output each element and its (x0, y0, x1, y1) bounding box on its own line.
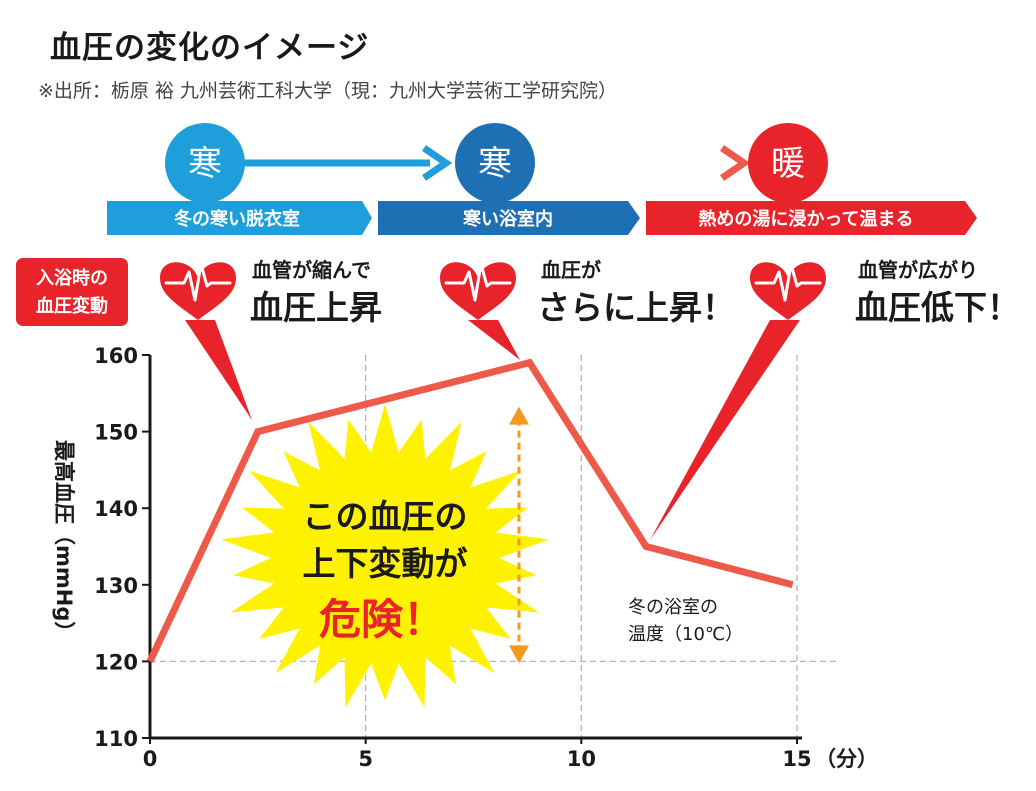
y-tick-label-160: 160 (94, 344, 138, 368)
side-label-line1: 入浴時の (36, 268, 108, 289)
y-tick-label-110: 110 (94, 727, 138, 751)
stage-circle-3: 暖 (748, 123, 828, 203)
y-tick-label-150: 150 (94, 421, 138, 445)
source-note: ※出所：栃原 裕 九州芸術工科大学（現：九州大学芸術工学研究院） (38, 80, 618, 102)
heart-icon-3 (748, 260, 828, 322)
stage-3-label: 熱めの湯に浸かって温まる (698, 208, 913, 230)
x-tick-label-15: 15 (782, 747, 811, 771)
annotation-2-line2: さらに上昇！ (537, 288, 735, 327)
annotation-3-line1: 血管が広がり (858, 258, 978, 282)
stage-band-1: 冬の寒い脱衣室 (107, 201, 372, 235)
y-tick-label-130: 130 (94, 574, 138, 598)
stage-arrow-2 (535, 145, 751, 181)
note-line1: 冬の浴室の (628, 597, 718, 618)
annotation-3-line2: 血圧低下！ (855, 288, 1020, 327)
variation-arrow-head-top (509, 406, 529, 425)
heart-pointers (185, 320, 800, 540)
annotation-1-line1: 血管が縮んで (252, 258, 371, 282)
stage-band-2: 寒い浴室内 (378, 201, 640, 235)
note-line2: 温度（10℃） (628, 624, 743, 645)
danger-burst: この血圧の 上下変動が 危険！ (221, 404, 549, 708)
y-tick-label-140: 140 (94, 497, 138, 521)
stage-circle-2: 寒 (455, 123, 535, 203)
y-tick-label-120: 120 (94, 650, 138, 674)
danger-line1: この血圧の (303, 497, 468, 536)
side-label-line2: 血圧変動 (36, 295, 108, 317)
stage-3-symbol: 暖 (771, 144, 805, 184)
blood-pressure-line (146, 358, 794, 663)
annotation-2-line1: 血圧が (541, 258, 601, 282)
x-tick-label-5: 5 (358, 747, 373, 771)
annotation-1-line2: 血圧上昇 (250, 288, 382, 327)
x-tick-label-10: 10 (567, 747, 596, 771)
y-axis-label: 最高血圧（mmHg） (52, 440, 76, 642)
x-axis-label: （分） (815, 747, 878, 771)
x-tick-label-0: 0 (143, 747, 158, 771)
danger-line3: 危険！ (319, 595, 445, 644)
heart-icon-1 (158, 260, 238, 322)
variation-arrow (509, 406, 529, 664)
stage-1-label: 冬の寒い脱衣室 (174, 208, 300, 230)
heart-icon-2 (438, 260, 518, 322)
variation-arrow-head-bottom (509, 645, 529, 664)
stage-circle-1: 寒 (165, 123, 245, 203)
chart-title: 血圧の変化のイメージ (50, 30, 370, 66)
side-label-box: 入浴時の 血圧変動 (16, 258, 128, 326)
danger-line2: 上下変動が (303, 544, 468, 583)
stage-1-symbol: 寒 (188, 144, 222, 184)
stage-2-label: 寒い浴室内 (462, 208, 553, 230)
stage-2-symbol: 寒 (478, 144, 512, 184)
stage-band-3: 熱めの湯に浸かって温まる (646, 201, 977, 235)
stage-arrow-1 (240, 145, 453, 181)
